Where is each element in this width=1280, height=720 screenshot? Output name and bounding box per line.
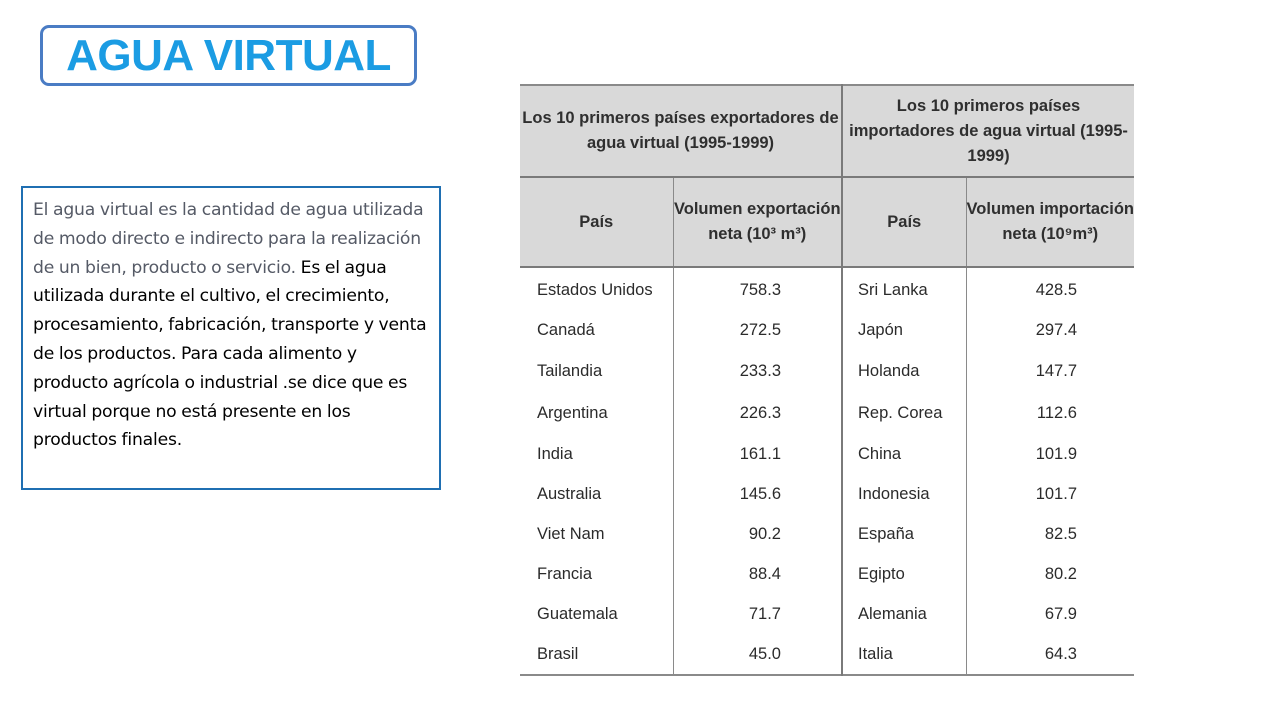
exp-value-cell: 233.3 bbox=[672, 350, 842, 392]
imp-country-cell: Sri Lanka bbox=[841, 267, 966, 310]
imp-country-cell: Holanda bbox=[841, 350, 966, 392]
imp-country-cell: Italia bbox=[841, 634, 966, 675]
exp-country-cell: Francia bbox=[537, 564, 593, 583]
imp-value-cell: 147.7 bbox=[965, 350, 1134, 392]
table-column-header-row: País Volumen exportación neta (10³ m³) P… bbox=[520, 177, 1134, 268]
table-row: Australia 145.6 Indonesia 101.7 bbox=[520, 474, 1134, 514]
description-detail: Es el agua utilizada durante el cultivo,… bbox=[33, 257, 427, 451]
exp-value-cell: 161.1 bbox=[672, 434, 842, 474]
importers-header: Los 10 primeros países importadores de a… bbox=[841, 85, 1134, 178]
exp-country-cell: Australia bbox=[537, 484, 602, 503]
exp-value-cell: 226.3 bbox=[672, 392, 842, 434]
col-country-export: País bbox=[520, 177, 673, 268]
exp-country-cell: Estados Unidos bbox=[537, 280, 653, 299]
imp-value-cell: 101.7 bbox=[965, 474, 1134, 514]
table-row: Brasil 45.0 Italia 64.3 bbox=[520, 634, 1134, 675]
imp-country-cell: Japón bbox=[841, 310, 966, 350]
table-row: Canadá 272.5 Japón 297.4 bbox=[520, 310, 1134, 350]
exp-value-cell: 758.3 bbox=[672, 267, 842, 310]
table-group-header-row: Los 10 primeros países exportadores de a… bbox=[520, 85, 1134, 178]
imp-value-cell: 297.4 bbox=[965, 310, 1134, 350]
exp-country-cell: Viet Nam bbox=[537, 524, 605, 543]
table-row: Francia 88.4 Egipto 80.2 bbox=[520, 554, 1134, 594]
table-row: India 161.1 China 101.9 bbox=[520, 434, 1134, 474]
imp-value-cell: 82.5 bbox=[965, 514, 1134, 554]
imp-country-cell: Alemania bbox=[841, 594, 966, 634]
description-definition: El agua virtual es la cantidad de agua u… bbox=[33, 200, 424, 278]
col-volume-export: Volumen exportación neta (10³ m³) bbox=[672, 177, 842, 268]
exp-country-cell: Canadá bbox=[537, 320, 595, 339]
imp-country-cell: China bbox=[841, 434, 966, 474]
exp-value-cell: 71.7 bbox=[672, 594, 842, 634]
table-row: Viet Nam 90.2 España 82.5 bbox=[520, 514, 1134, 554]
description-text: El agua virtual es la cantidad de agua u… bbox=[33, 196, 431, 455]
table-row: Estados Unidos 758.3 Sri Lanka 428.5 bbox=[520, 267, 1134, 310]
col-country-import: País bbox=[841, 177, 966, 268]
table-body: Estados Unidos 758.3 Sri Lanka 428.5 Canadá 2… bbox=[520, 267, 1134, 675]
imp-value-cell: 101.9 bbox=[965, 434, 1134, 474]
description-box: El agua virtual es la cantidad de agua u… bbox=[21, 186, 441, 490]
exp-country-cell: India bbox=[537, 444, 573, 463]
exp-value-cell: 145.6 bbox=[672, 474, 842, 514]
imp-country-cell: Egipto bbox=[841, 554, 966, 594]
exp-value-cell: 88.4 bbox=[672, 554, 842, 594]
exp-value-cell: 90.2 bbox=[672, 514, 842, 554]
exp-value-cell: 272.5 bbox=[672, 310, 842, 350]
table-row: Argentina 226.3 Rep. Corea 112.6 bbox=[520, 392, 1134, 434]
exporters-header: Los 10 primeros países exportadores de a… bbox=[520, 85, 842, 178]
imp-value-cell: 428.5 bbox=[965, 267, 1134, 310]
imp-value-cell: 112.6 bbox=[965, 392, 1134, 434]
exp-value-cell: 45.0 bbox=[672, 634, 842, 675]
slide-title: AGUA VIRTUAL bbox=[66, 30, 391, 80]
virtual-water-table: Los 10 primeros países exportadores de a… bbox=[520, 84, 1134, 676]
imp-country-cell: Indonesia bbox=[841, 474, 966, 514]
title-box: AGUA VIRTUAL bbox=[40, 25, 417, 86]
exp-country-cell: Argentina bbox=[537, 403, 608, 422]
exp-country-cell: Tailandia bbox=[537, 361, 603, 380]
imp-value-cell: 80.2 bbox=[965, 554, 1134, 594]
imp-country-cell: España bbox=[841, 514, 966, 554]
imp-value-cell: 64.3 bbox=[965, 634, 1134, 675]
exp-country-cell: Brasil bbox=[537, 644, 579, 663]
imp-value-cell: 67.9 bbox=[965, 594, 1134, 634]
imp-country-cell: Rep. Corea bbox=[841, 392, 966, 434]
col-volume-import: Volumen importación neta (10⁹m³) bbox=[965, 177, 1134, 268]
table-row: Tailandia 233.3 Holanda 147.7 bbox=[520, 350, 1134, 392]
exp-country-cell: Guatemala bbox=[537, 604, 618, 623]
table-row: Guatemala 71.7 Alemania 67.9 bbox=[520, 594, 1134, 634]
